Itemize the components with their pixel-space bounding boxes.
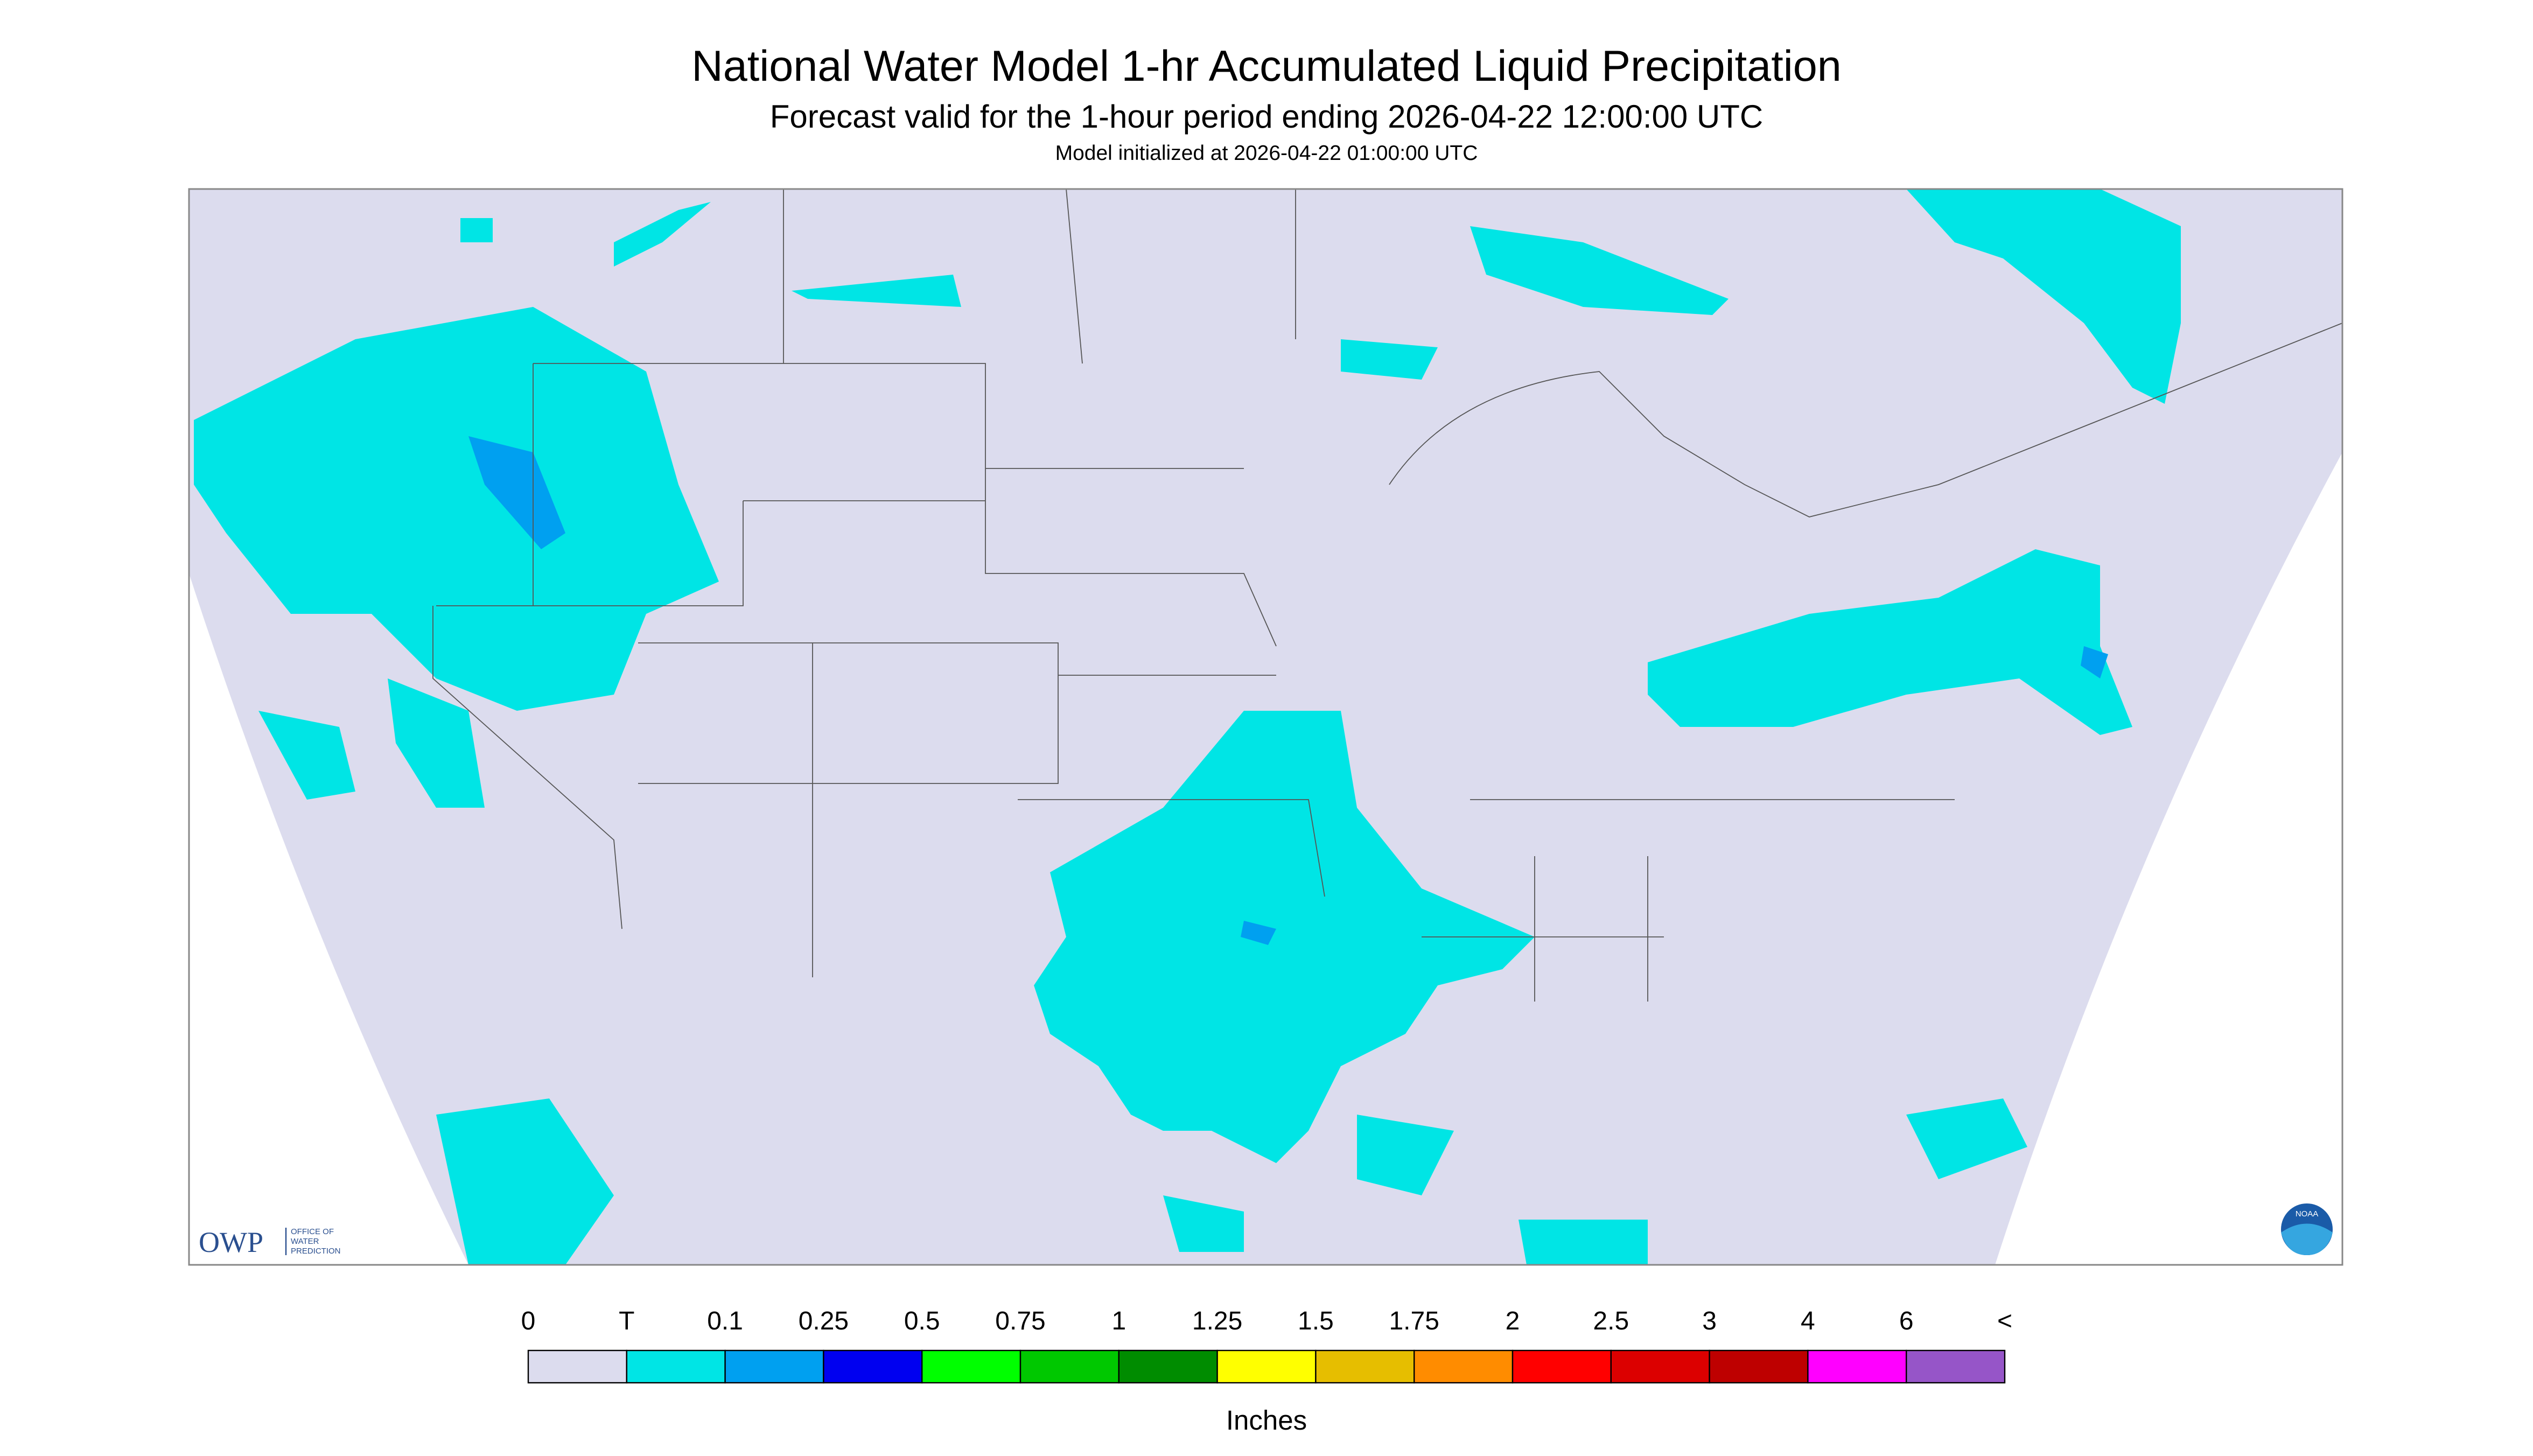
legend-swatch <box>1118 1349 1218 1384</box>
noaa-text: NOAA <box>2296 1209 2319 1219</box>
owp-subtext: PREDICTION <box>291 1247 341 1256</box>
owp-subtext: OFFICE OF <box>291 1227 334 1236</box>
legend-label: T <box>619 1307 634 1335</box>
legend-swatch <box>823 1349 923 1384</box>
legend-label: 6 <box>1899 1307 1914 1335</box>
legend-swatch <box>921 1349 1021 1384</box>
legend-label: 1 <box>1111 1307 1126 1335</box>
map-frame <box>188 188 2343 1266</box>
subtitle: Forecast valid for the 1-hour period end… <box>770 99 1763 135</box>
legend-label: 2.5 <box>1593 1307 1629 1335</box>
title: National Water Model 1-hr Accumulated Li… <box>691 42 1842 90</box>
legend-swatch <box>1315 1349 1415 1384</box>
legend: 0 T 0.1 0.25 0.5 0.75 1 1.25 1.5 1.75 2 2.5 3 4 6 < <box>521 1307 2012 1384</box>
legend-unit: Inches <box>1226 1405 1307 1436</box>
legend-swatch <box>1019 1349 1120 1384</box>
legend-label: < <box>1997 1307 2012 1335</box>
legend-label: 4 <box>1801 1307 1815 1335</box>
precip-areas <box>194 189 2181 1265</box>
noaa-logo: NOAA <box>2281 1203 2333 1256</box>
legend-swatch <box>527 1349 628 1384</box>
owp-subtext: WATER <box>291 1237 319 1246</box>
legend-swatch <box>1414 1349 1514 1384</box>
legend-label: 0.75 <box>995 1307 1045 1335</box>
legend-swatch <box>1905 1349 2006 1384</box>
init-time: Model initialized at 2026-04-22 01:00:00… <box>1055 142 1478 165</box>
noaa-wave <box>2281 1223 2333 1256</box>
legend-label: 0.1 <box>707 1307 743 1335</box>
legend-label: 1.25 <box>1192 1307 1242 1335</box>
legend-swatch <box>1512 1349 1612 1384</box>
legend-label: 1.75 <box>1389 1307 1439 1335</box>
legend-label: 3 <box>1702 1307 1717 1335</box>
map: OWP OFFICE OF WATER PREDICTION NOAA <box>188 188 2343 1266</box>
legend-swatch <box>1709 1349 1809 1384</box>
owp-text: OWP <box>199 1226 263 1258</box>
legend-label: 0.25 <box>799 1307 849 1335</box>
boundaries <box>432 188 2343 1002</box>
legend-label: 1.5 <box>1298 1307 1334 1335</box>
legend-label: 2 <box>1506 1307 1520 1335</box>
legend-label: 0.5 <box>904 1307 940 1335</box>
legend-label: 0 <box>521 1307 536 1335</box>
legend-swatch <box>1216 1349 1317 1384</box>
legend-swatch <box>724 1349 824 1384</box>
legend-swatch <box>626 1349 726 1384</box>
owp-logo: OWP OFFICE OF WATER PREDICTION <box>199 1226 341 1258</box>
legend-swatch <box>1610 1349 1710 1384</box>
legend-swatch <box>1807 1349 1907 1384</box>
